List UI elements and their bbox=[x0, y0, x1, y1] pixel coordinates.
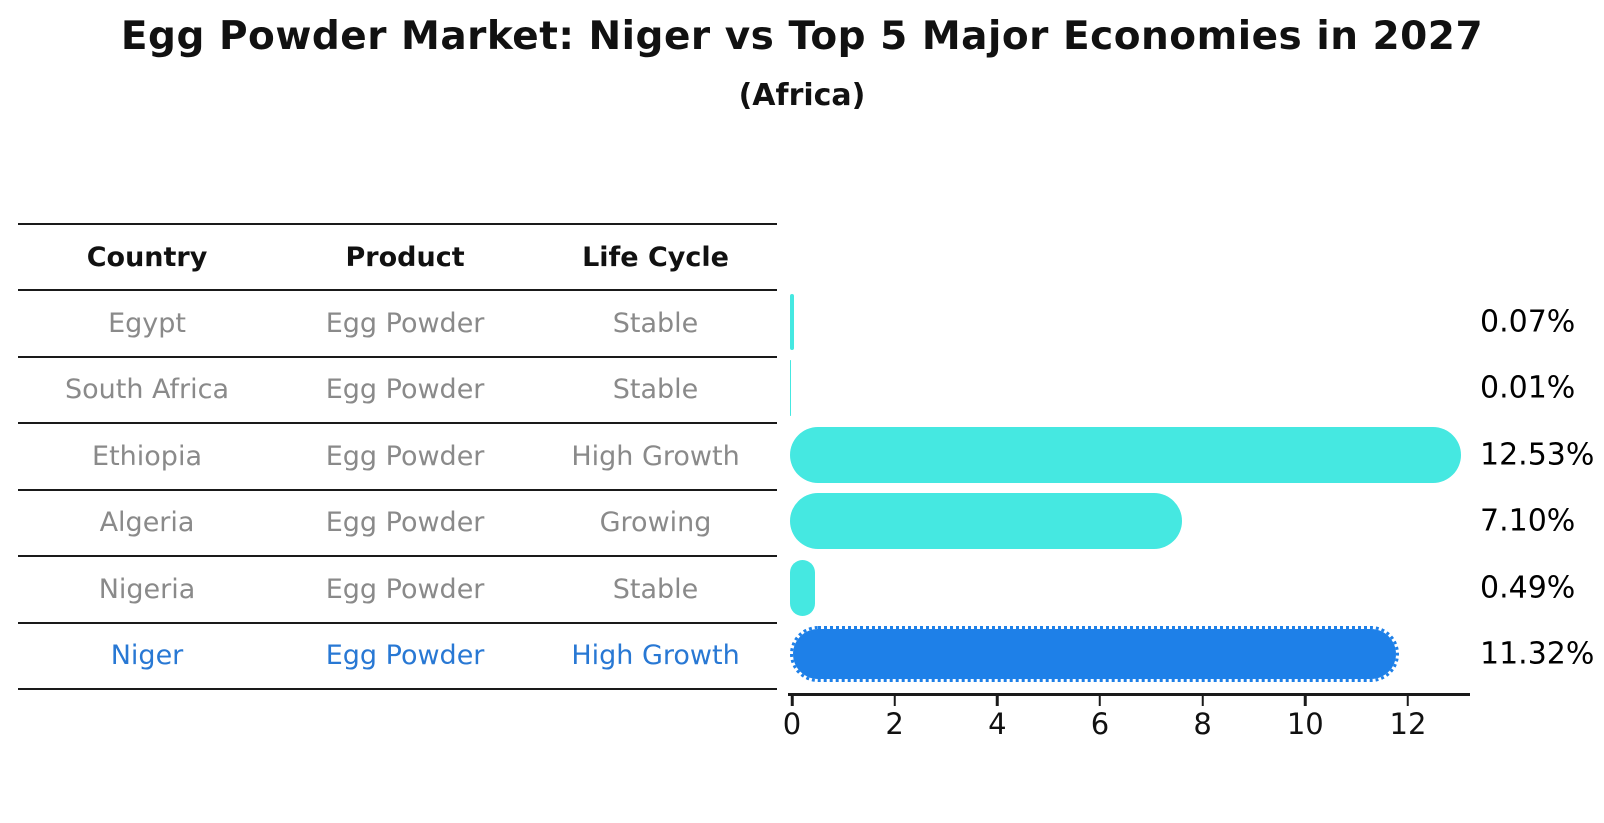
chart-subtitle: (Africa) bbox=[738, 78, 866, 113]
x-tick-label: 4 bbox=[988, 707, 1007, 741]
table-cell-product: Egg Powder bbox=[325, 440, 485, 472]
table-header-product: Product bbox=[345, 241, 465, 273]
x-tick-mark bbox=[1406, 696, 1410, 706]
table-row-egypt: Egypt Egg Powder Stable bbox=[18, 291, 777, 358]
value-label-egypt: 0.07% bbox=[1480, 304, 1576, 339]
x-tick-label: 0 bbox=[782, 707, 802, 741]
x-tick-mark bbox=[1098, 696, 1102, 706]
table-cell-country: Egypt bbox=[108, 307, 186, 339]
x-axis-line bbox=[788, 693, 1470, 696]
x-tick-label: 2 bbox=[885, 707, 904, 741]
table-cell-life-cycle: High Growth bbox=[571, 440, 740, 472]
table-row-nigeria: Nigeria Egg Powder Stable bbox=[18, 557, 777, 624]
table-cell-life-cycle: Stable bbox=[612, 374, 699, 406]
table-header-row: Country Product Life Cycle bbox=[18, 223, 777, 291]
table-cell-life-cycle: High Growth bbox=[571, 640, 740, 672]
table-cell-life-cycle: Stable bbox=[612, 307, 699, 339]
value-label-nigeria: 0.49% bbox=[1480, 570, 1576, 605]
table-row-south-africa: South Africa Egg Powder Stable bbox=[18, 358, 777, 424]
x-tick-mark bbox=[1304, 696, 1307, 706]
bar-niger bbox=[790, 626, 1400, 682]
value-label-niger: 11.32% bbox=[1480, 636, 1595, 672]
bar-nigeria bbox=[790, 559, 816, 616]
bar-ethiopia bbox=[790, 426, 1462, 483]
table-cell-product: Egg Powder bbox=[325, 374, 485, 406]
table-body: Egypt Egg Powder Stable South Africa Egg Pow… bbox=[18, 291, 777, 690]
table-header-life-cycle: Life Cycle bbox=[582, 241, 729, 273]
value-label-south-africa: 0.01% bbox=[1480, 370, 1576, 406]
bar-algeria bbox=[790, 493, 1183, 549]
bar-south-africa bbox=[790, 360, 791, 416]
table-cell-country: Ethiopia bbox=[92, 440, 202, 472]
table-cell-product: Egg Powder bbox=[325, 307, 485, 339]
table-cell-country: Niger bbox=[110, 640, 184, 672]
table-cell-life-cycle: Growing bbox=[599, 507, 712, 539]
table-cell-country: Nigeria bbox=[98, 573, 196, 605]
value-label-algeria: 7.10% bbox=[1480, 503, 1576, 539]
table-cell-life-cycle: Stable bbox=[612, 573, 699, 605]
chart-title: Egg Powder Market: Niger vs Top 5 Major … bbox=[120, 14, 1484, 59]
x-tick-label: 6 bbox=[1090, 707, 1110, 741]
value-label-ethiopia: 12.53% bbox=[1480, 437, 1595, 472]
x-tick-mark bbox=[790, 696, 794, 706]
x-tick-mark bbox=[893, 696, 896, 706]
table-row-algeria: Algeria Egg Powder Growing bbox=[18, 491, 777, 557]
table-row-ethiopia: Ethiopia Egg Powder High Growth bbox=[18, 424, 777, 491]
table-cell-product: Egg Powder bbox=[325, 573, 485, 605]
x-tick-label: 10 bbox=[1286, 707, 1324, 741]
x-tick-mark bbox=[996, 696, 999, 706]
table-row-niger: Niger Egg Powder High Growth bbox=[18, 624, 777, 690]
table-cell-product: Egg Powder bbox=[325, 640, 485, 672]
x-tick-mark bbox=[1201, 696, 1204, 706]
table-cell-country: South Africa bbox=[64, 374, 230, 406]
table-header-country: Country bbox=[86, 241, 208, 273]
bar-egypt bbox=[790, 293, 794, 350]
table-cell-country: Algeria bbox=[99, 507, 195, 539]
x-tick-label: 12 bbox=[1389, 707, 1427, 741]
x-tick-label: 8 bbox=[1193, 707, 1212, 741]
table-cell-product: Egg Powder bbox=[325, 507, 485, 539]
country-table: Country Product Life Cycle Egypt Egg Powd… bbox=[18, 223, 777, 690]
